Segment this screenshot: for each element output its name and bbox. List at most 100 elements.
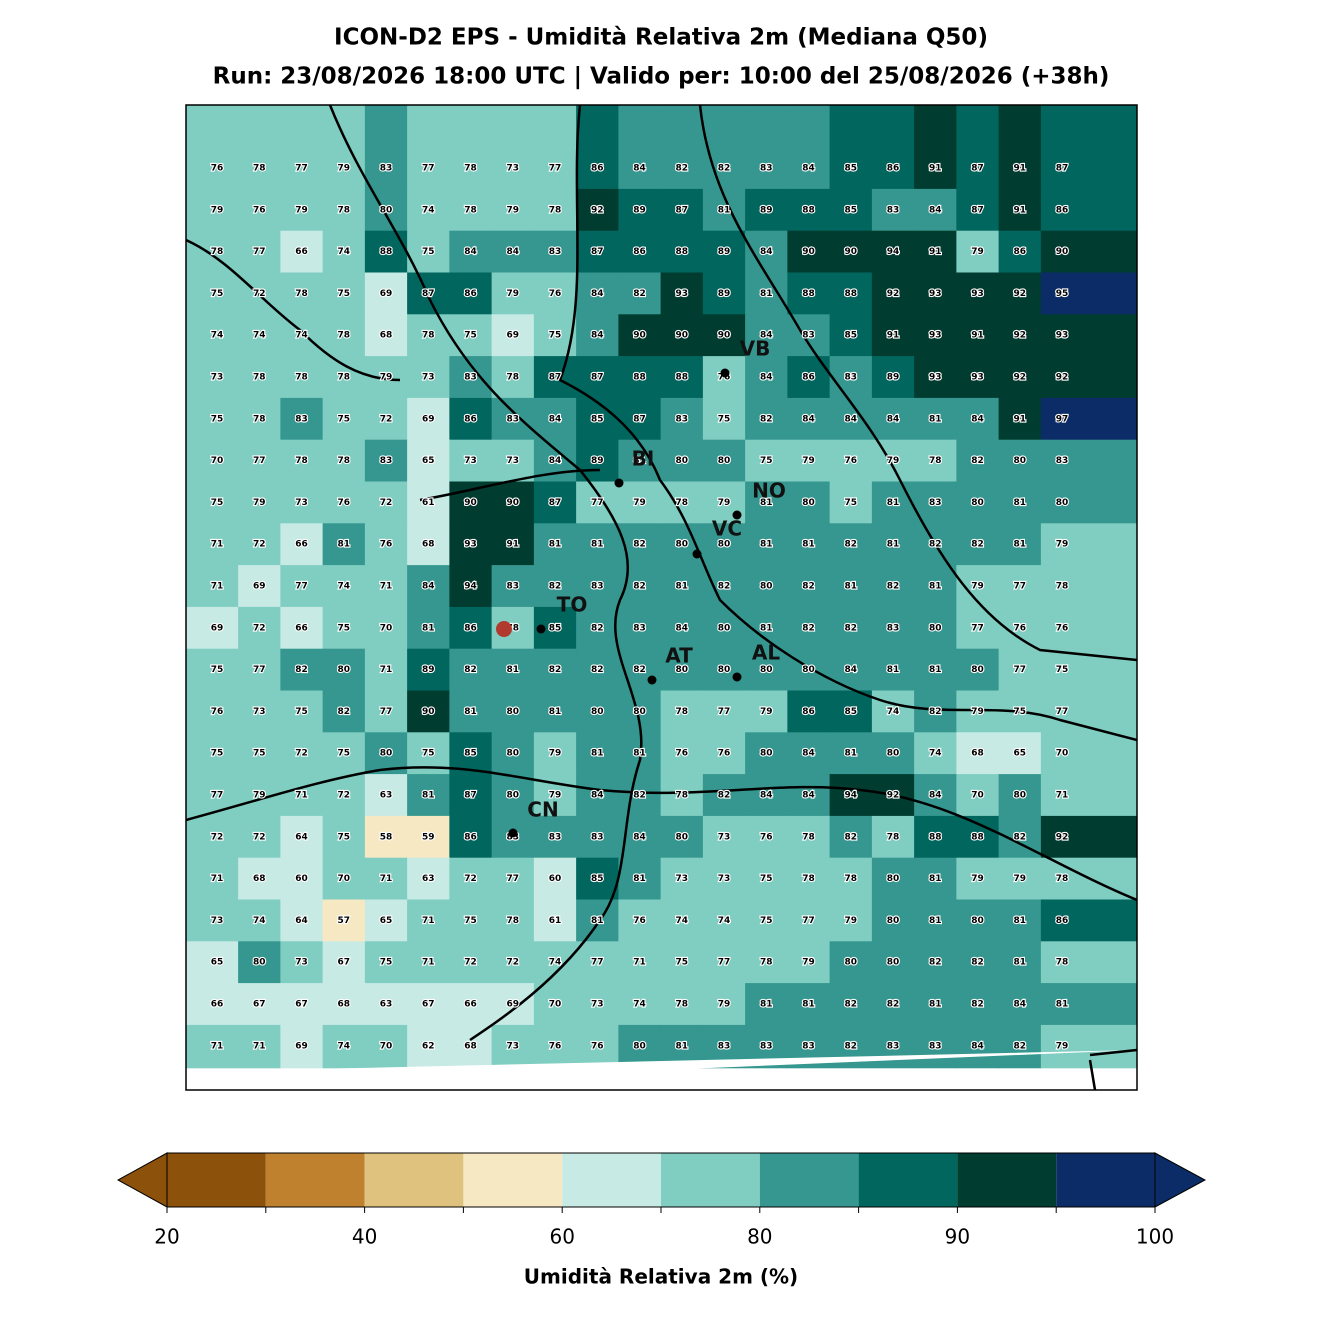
cell bbox=[660, 648, 704, 691]
grid-value: 78 bbox=[675, 707, 688, 717]
grid-value: 82 bbox=[844, 1041, 857, 1051]
city-label: BI bbox=[632, 447, 655, 471]
cell bbox=[787, 523, 831, 566]
cell bbox=[956, 732, 1000, 775]
grid-value: 88 bbox=[844, 289, 857, 299]
grid-value: 78 bbox=[337, 331, 350, 341]
cell bbox=[660, 356, 704, 399]
grid-value: 76 bbox=[675, 749, 688, 759]
grid-value: 83 bbox=[549, 832, 562, 842]
cell bbox=[238, 857, 281, 900]
grid-value: 79 bbox=[295, 205, 308, 215]
cell bbox=[533, 941, 577, 984]
cell bbox=[660, 314, 704, 357]
grid-value: 66 bbox=[464, 1000, 477, 1010]
grid-value: 78 bbox=[253, 373, 266, 383]
grid-value: 80 bbox=[675, 665, 688, 675]
grid-value: 82 bbox=[844, 1000, 857, 1010]
grid-value: 85 bbox=[844, 164, 857, 174]
grid-value: 86 bbox=[1056, 916, 1069, 926]
cell bbox=[186, 941, 239, 984]
cell bbox=[914, 481, 957, 524]
grid-value: 64 bbox=[295, 916, 308, 926]
colorbar-box bbox=[364, 1153, 464, 1207]
cell bbox=[871, 648, 915, 691]
grid-value: 81 bbox=[1013, 498, 1026, 508]
grid-value: 77 bbox=[295, 164, 308, 174]
cell bbox=[576, 774, 619, 817]
cell bbox=[449, 983, 493, 1026]
grid-value: 73 bbox=[253, 707, 266, 717]
cell bbox=[364, 565, 408, 608]
grid-value: 78 bbox=[929, 456, 942, 466]
cell bbox=[576, 857, 619, 900]
grid-value: 68 bbox=[337, 1000, 350, 1010]
grid-value: 75 bbox=[1056, 665, 1069, 675]
grid-value: 89 bbox=[422, 665, 435, 675]
cell bbox=[576, 565, 619, 608]
grid-value: 81 bbox=[675, 1041, 688, 1051]
cell bbox=[618, 899, 662, 942]
grid-value: 83 bbox=[887, 205, 900, 215]
cell bbox=[491, 983, 535, 1026]
cell bbox=[491, 690, 535, 733]
cell bbox=[186, 565, 239, 608]
cell bbox=[407, 648, 450, 691]
city-label: NO bbox=[752, 479, 786, 503]
cell bbox=[238, 481, 281, 524]
cell bbox=[998, 188, 1042, 232]
cell bbox=[533, 690, 577, 733]
cell bbox=[829, 523, 873, 566]
cell bbox=[576, 188, 619, 232]
cell bbox=[745, 815, 788, 859]
cell bbox=[407, 105, 450, 190]
grid-value: 80 bbox=[380, 749, 393, 759]
cell bbox=[322, 690, 366, 733]
cell bbox=[407, 1024, 450, 1069]
grid-value: 76 bbox=[337, 498, 350, 508]
grid-value: 79 bbox=[549, 749, 562, 759]
grid-value: 74 bbox=[675, 916, 688, 926]
cell bbox=[702, 397, 746, 441]
grid-value: 81 bbox=[887, 665, 900, 675]
cell bbox=[956, 439, 1000, 482]
cell bbox=[702, 941, 746, 984]
grid-value: 85 bbox=[464, 749, 477, 759]
cell bbox=[829, 857, 873, 900]
cell bbox=[491, 1024, 535, 1069]
grid-value: 76 bbox=[760, 832, 773, 842]
grid-value: 82 bbox=[549, 582, 562, 592]
grid-value: 82 bbox=[971, 540, 984, 550]
cell bbox=[660, 815, 704, 859]
city-dot bbox=[732, 510, 742, 520]
grid-value: 84 bbox=[549, 414, 562, 424]
cell bbox=[407, 397, 450, 441]
cell bbox=[1040, 815, 1137, 859]
grid-value: 86 bbox=[464, 623, 477, 633]
grid-value: 70 bbox=[549, 1000, 562, 1010]
grid-value: 93 bbox=[971, 373, 984, 383]
grid-value: 63 bbox=[380, 1000, 393, 1010]
grid-value: 82 bbox=[718, 791, 731, 801]
grid-value: 94 bbox=[464, 582, 477, 592]
grid-value: 64 bbox=[295, 832, 308, 842]
grid-value: 84 bbox=[929, 791, 942, 801]
cell bbox=[238, 983, 281, 1026]
city-dot bbox=[647, 675, 657, 685]
cell bbox=[280, 356, 324, 399]
grid-value: 84 bbox=[929, 205, 942, 215]
cell bbox=[787, 481, 831, 524]
cell bbox=[407, 815, 450, 859]
grid-value: 84 bbox=[633, 164, 646, 174]
grid-value: 86 bbox=[1056, 205, 1069, 215]
grid-value: 81 bbox=[760, 1000, 773, 1010]
grid-value: 77 bbox=[718, 707, 731, 717]
grid-value: 81 bbox=[929, 414, 942, 424]
grid-value: 72 bbox=[380, 414, 393, 424]
grid-value: 81 bbox=[675, 582, 688, 592]
grid-value: 86 bbox=[591, 164, 604, 174]
grid-value: 84 bbox=[675, 623, 688, 633]
grid-value: 72 bbox=[295, 749, 308, 759]
grid-value: 80 bbox=[506, 707, 519, 717]
cell bbox=[787, 397, 831, 441]
